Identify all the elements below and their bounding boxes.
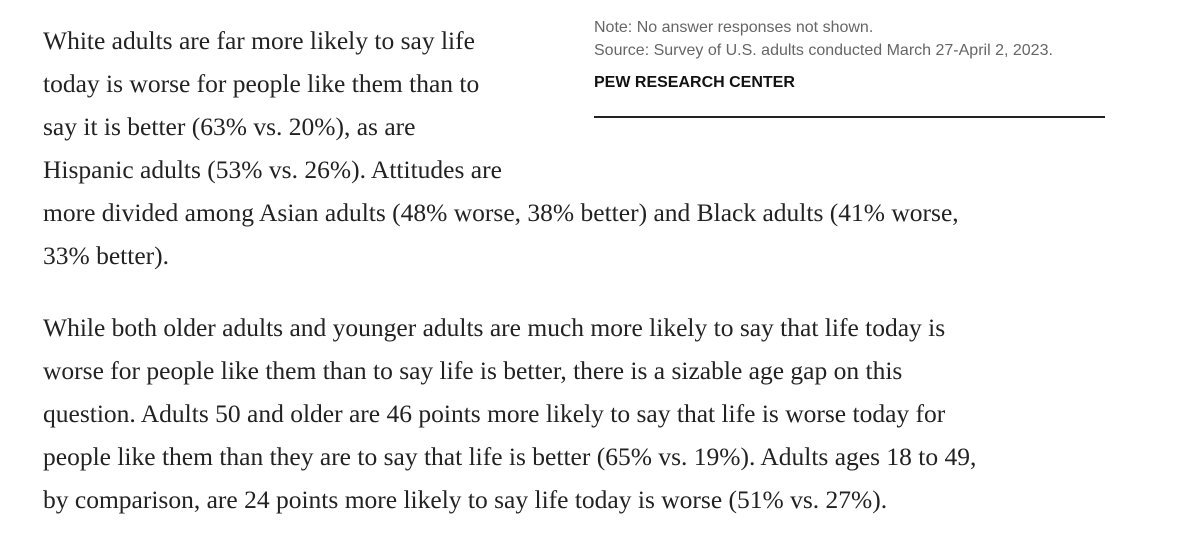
paragraph-line: say it is better (63% vs. 20%), as are xyxy=(43,112,416,141)
paragraph-line: White adults are far more likely to say … xyxy=(43,26,475,55)
paragraph-line: people like them than they are to say th… xyxy=(43,442,977,471)
paragraph-age-gap: While both older adults and younger adul… xyxy=(43,306,976,521)
chart-source: Source: Survey of U.S. adults conducted … xyxy=(594,42,1053,59)
pew-research-center-logo: PEW RESEARCH CENTER xyxy=(594,74,795,91)
paragraph-line: more divided among Asian adults (48% wor… xyxy=(43,198,959,227)
paragraph-line: While both older adults and younger adul… xyxy=(43,313,946,342)
chart-note: Note: No answer responses not shown. xyxy=(594,19,874,36)
paragraph-line: Hispanic adults (53% vs. 26%). Attitudes… xyxy=(43,155,502,184)
paragraph-line: today is worse for people like them than… xyxy=(43,69,480,98)
paragraph-line: by comparison, are 24 points more likely… xyxy=(43,485,888,514)
paragraph-line: question. Adults 50 and older are 46 poi… xyxy=(43,399,946,428)
paragraph-race-attitudes: White adults are far more likely to say … xyxy=(43,19,959,277)
paragraph-line: 33% better). xyxy=(43,241,170,270)
chart-footnote: Note: No answer responses not shown. Sou… xyxy=(594,16,1105,118)
paragraph-line: worse for people like them than to say l… xyxy=(43,356,903,385)
